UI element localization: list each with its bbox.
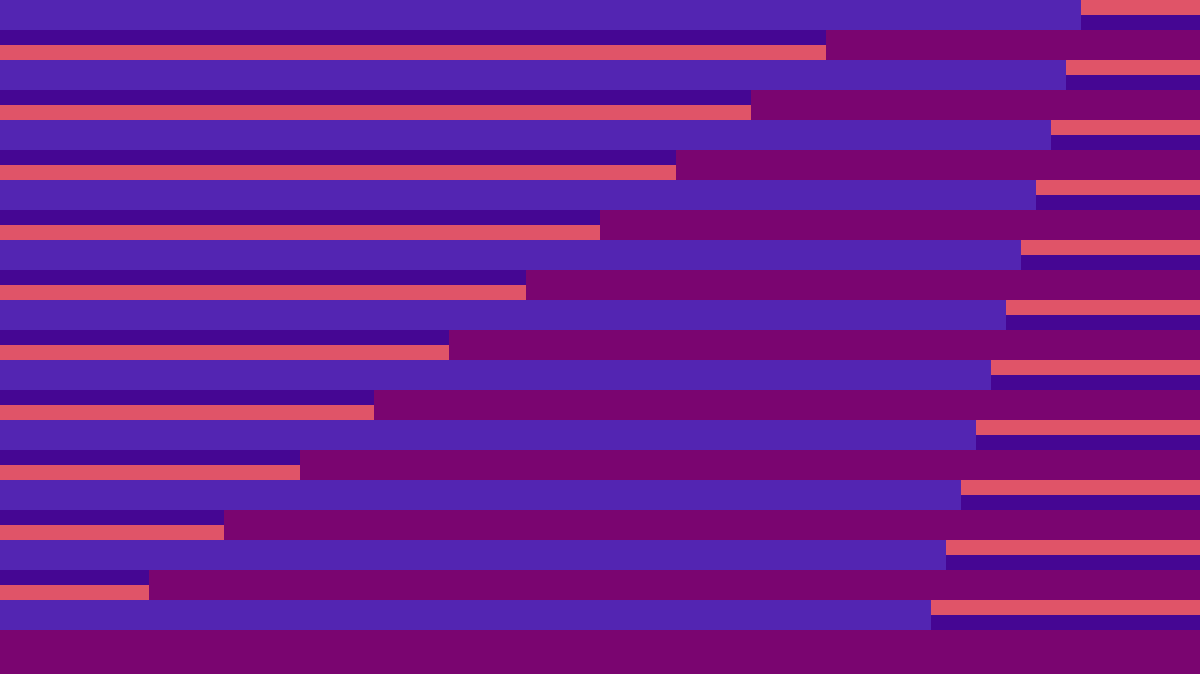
deep-violet-strip: [0, 150, 676, 165]
bright-violet-strip: [0, 0, 1081, 30]
stripe-band: [0, 0, 1200, 30]
bright-violet-strip: [0, 420, 976, 450]
bright-violet-strip: [0, 600, 931, 630]
coral-strip: [0, 345, 449, 360]
bright-violet-strip: [0, 60, 1066, 90]
stripe-band: [0, 150, 1200, 210]
coral-strip: [0, 285, 526, 300]
bright-violet-strip: [0, 300, 1006, 330]
coral-strip: [0, 225, 600, 240]
stripe-band: [0, 510, 1200, 570]
deep-violet-strip: [0, 30, 826, 45]
coral-strip: [0, 105, 751, 120]
deep-violet-strip: [0, 570, 149, 585]
coral-strip: [0, 165, 676, 180]
bright-violet-strip: [0, 120, 1051, 150]
deep-violet-strip: [0, 330, 449, 345]
deep-violet-strip: [0, 390, 374, 405]
coral-strip: [0, 405, 374, 420]
stripe-band: [0, 390, 1200, 450]
stripe-band: [0, 270, 1200, 330]
stripe-band: [0, 330, 1200, 390]
deep-violet-strip: [0, 210, 600, 225]
coral-strip: [0, 525, 224, 540]
deep-violet-strip: [0, 90, 751, 105]
bright-violet-strip: [0, 360, 991, 390]
deep-violet-strip: [0, 450, 300, 465]
bright-violet-strip: [0, 480, 961, 510]
coral-strip: [0, 585, 149, 600]
coral-strip: [0, 465, 300, 480]
bright-violet-strip: [0, 180, 1036, 210]
deep-violet-strip: [0, 270, 526, 285]
stripe-band: [0, 570, 1200, 630]
stripe-band: [0, 450, 1200, 510]
stripe-band: [0, 210, 1200, 270]
coral-strip: [0, 45, 826, 60]
bright-violet-strip: [0, 540, 946, 570]
bright-violet-strip: [0, 240, 1021, 270]
stripe-band: [0, 30, 1200, 90]
stripe-band: [0, 90, 1200, 150]
deep-violet-strip: [0, 510, 224, 525]
